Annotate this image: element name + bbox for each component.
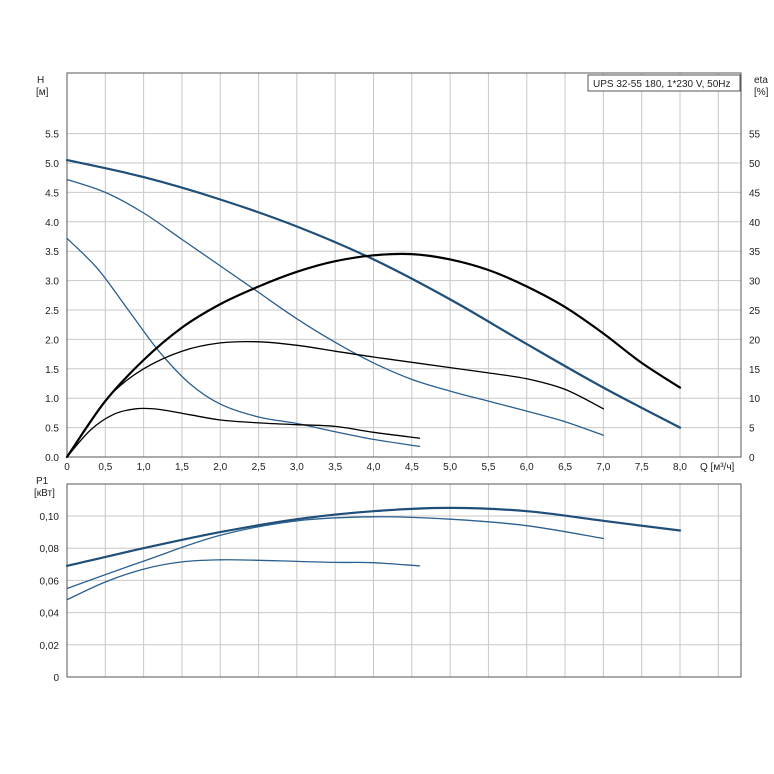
x-tick-label: 0,5 (98, 462, 112, 473)
power-curve-2 (66, 559, 421, 601)
eta-tick-label: 30 (749, 277, 761, 288)
eta-tick-label: 0 (749, 453, 755, 464)
chart-labels: UPS 32-55 180, 1*230 V, 50Hz H [м] eta [… (34, 74, 769, 499)
head-chart-frame (66, 72, 742, 458)
eta-axis-unit: [%] (754, 87, 769, 98)
eta-tick-label: 5 (749, 424, 755, 435)
efficiency-curve-5 (66, 407, 421, 458)
h-tick-label: 3.0 (45, 277, 59, 288)
chart-title-box (587, 74, 741, 92)
x-tick-label: 5,0 (443, 462, 457, 473)
x-tick-label: 3,5 (328, 462, 342, 473)
x-tick-label: 1,0 (137, 462, 151, 473)
x-tick-label: 6,5 (558, 462, 572, 473)
h-tick-label: 2.0 (45, 335, 59, 346)
x-tick-label: 7,5 (635, 462, 649, 473)
power-chart-frame (66, 483, 742, 678)
power-curve-1 (66, 516, 605, 590)
eta-tick-label: 10 (749, 394, 761, 405)
h-tick-label: 4.5 (45, 188, 59, 199)
eta-axis-name: eta (754, 75, 768, 86)
x-tick-label: 2,5 (252, 462, 266, 473)
p1-axis-unit: [кВт] (34, 488, 55, 499)
eta-tick-label: 50 (749, 159, 761, 170)
x-tick-label: 8,0 (673, 462, 687, 473)
head-curve-2 (66, 237, 421, 448)
head-chart-series (65, 159, 682, 459)
x-tick-label: 0 (64, 462, 70, 473)
x-tick-label: 1,5 (175, 462, 189, 473)
x-tick-label: 5,5 (481, 462, 495, 473)
h-tick-label: 0.0 (45, 453, 59, 464)
head-curve-0 (65, 159, 682, 429)
p1-tick-label: 0,04 (40, 609, 60, 620)
power-curve-0 (65, 506, 682, 567)
p1-tick-label: 0,10 (40, 512, 60, 523)
p1-tick-label: 0,02 (40, 641, 60, 652)
eta-tick-label: 55 (749, 130, 761, 141)
h-tick-label: 0.5 (45, 424, 59, 435)
x-tick-label: 3,0 (290, 462, 304, 473)
x-tick-label: 2,0 (213, 462, 227, 473)
h-tick-label: 3.5 (45, 247, 59, 258)
eta-tick-label: 25 (749, 306, 761, 317)
head-chart-grid: 0 0,5 1,0 1,5 2,0 2,5 3,0 3,5 4,0 4,5 5,0 5,5 6,0 6,5… (45, 72, 761, 473)
eta-tick-label: 15 (749, 365, 761, 376)
x-axis-label: Q [м³/ч] (700, 462, 735, 473)
head-curve-1 (66, 178, 605, 436)
p1-axis-name: P1 (36, 476, 49, 487)
eta-tick-label: 35 (749, 247, 761, 258)
h-axis-name: H (37, 75, 44, 86)
eta-tick-label: 40 (749, 218, 761, 229)
h-axis-unit: [м] (36, 87, 49, 98)
h-tick-label: 4.0 (45, 218, 59, 229)
p1-tick-label: 0 (53, 673, 59, 684)
h-tick-label: 1.5 (45, 365, 59, 376)
efficiency-curve-3 (65, 252, 682, 459)
eta-tick-label: 45 (749, 188, 761, 199)
h-tick-label: 1.0 (45, 394, 59, 405)
x-tick-label: 4,0 (367, 462, 381, 473)
p1-tick-label: 0,08 (40, 544, 60, 555)
power-chart-grid: 0 0,02 0,04 0,06 0,08 0,10 (40, 483, 742, 684)
eta-tick-label: 20 (749, 335, 761, 346)
efficiency-curve-4 (66, 340, 605, 458)
h-tick-label: 5.0 (45, 159, 59, 170)
h-tick-label: 5.5 (45, 130, 59, 141)
x-tick-label: 4,5 (405, 462, 419, 473)
p1-tick-label: 0,06 (40, 576, 60, 587)
x-tick-label: 6,0 (520, 462, 534, 473)
h-tick-label: 2.5 (45, 306, 59, 317)
chart-title: UPS 32-55 180, 1*230 V, 50Hz (593, 79, 731, 90)
power-chart-series (65, 506, 682, 601)
x-tick-label: 7,0 (596, 462, 610, 473)
